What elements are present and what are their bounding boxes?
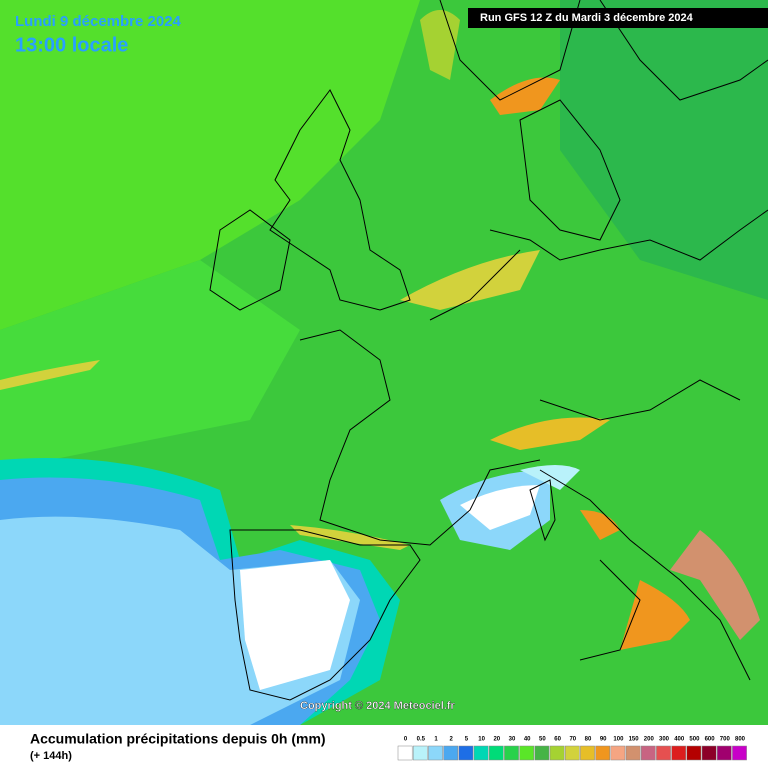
legend-swatch [519, 745, 535, 761]
legend-label: 70 [569, 737, 576, 743]
legend-swatch [443, 745, 459, 761]
legend-label: 800 [735, 737, 746, 743]
legend-label: 1 [434, 737, 438, 743]
legend-swatch [701, 745, 717, 761]
legend-label: 150 [629, 737, 640, 743]
legend-swatch [458, 745, 474, 761]
legend-label: 2 [450, 737, 454, 743]
legend-label: 400 [674, 737, 685, 743]
legend-label: 300 [659, 737, 670, 743]
legend-swatch [656, 745, 671, 761]
legend-label: 80 [585, 737, 592, 743]
legend-label: 100 [613, 737, 624, 743]
legend-swatch [610, 745, 626, 761]
coastlines [209, 0, 768, 701]
legend-subtitle: (+ 144h) [30, 750, 72, 762]
legend-swatch [412, 745, 428, 761]
legend-swatch [473, 745, 489, 761]
legend-label: 10 [478, 737, 485, 743]
legend-swatch [686, 745, 702, 761]
legend-label: 60 [554, 737, 561, 743]
legend-label: 90 [600, 737, 607, 743]
forecast-date: Lundi 9 décembre 2024 [15, 13, 182, 30]
legend-label: 0 [404, 737, 408, 743]
legend-label: 200 [644, 737, 655, 743]
run-banner [468, 8, 768, 28]
legend-swatch [640, 745, 656, 761]
legend-swatch [564, 745, 580, 761]
precip-field [0, 0, 768, 725]
legend-swatch [428, 745, 443, 761]
legend-swatch [671, 745, 687, 761]
legend-swatch [580, 745, 595, 761]
legend-label: 30 [509, 737, 516, 743]
legend-swatch [595, 745, 611, 761]
legend-swatch [732, 745, 747, 761]
legend-swatch [397, 745, 413, 761]
legend-swatch [625, 745, 641, 761]
forecast-time: 13:00 locale [15, 34, 128, 56]
legend-swatch [534, 745, 550, 761]
legend-swatch [488, 745, 504, 761]
color-scale: 0 0.5 1 2 5 10 20 30 40 50 60 70 80 90 100 150 200 300 400… [397, 737, 747, 761]
legend-label: 500 [689, 737, 700, 743]
legend-label: 0.5 [417, 737, 426, 743]
legend-title: Accumulation précipitations depuis 0h (m… [30, 731, 326, 747]
legend-label: 700 [720, 737, 731, 743]
copyright: Copyright © 2024 Meteociel.fr [300, 700, 456, 712]
legend-label: 50 [539, 737, 546, 743]
legend-swatch [504, 745, 519, 761]
legend-label: 20 [493, 737, 500, 743]
legend-label: 40 [524, 737, 531, 743]
legend-swatch [549, 745, 565, 761]
legend-label: 5 [465, 737, 469, 743]
legend-label: 600 [705, 737, 716, 743]
run-info: Run GFS 12 Z du Mardi 3 décembre 2024 [480, 12, 694, 24]
legend-swatch [716, 745, 732, 761]
